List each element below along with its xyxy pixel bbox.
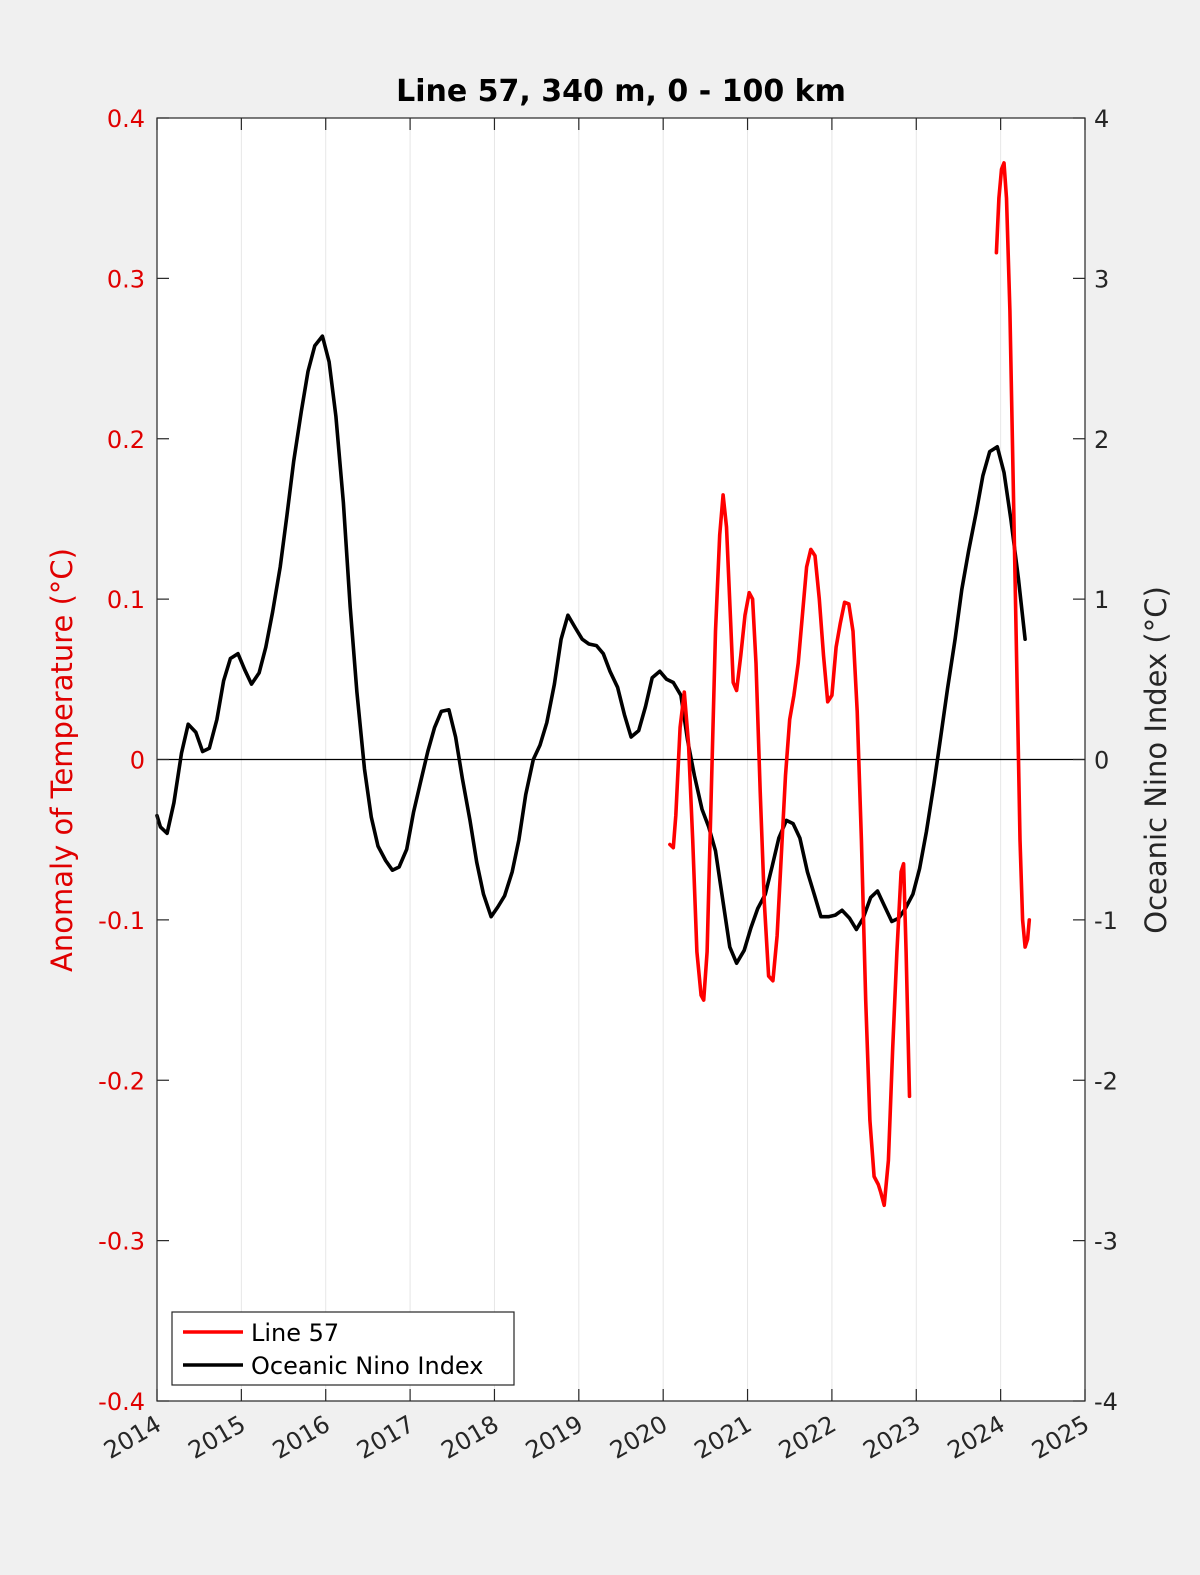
y-left-tick-label: -0.1	[98, 907, 145, 935]
legend-label-oni: Oceanic Nino Index	[251, 1352, 483, 1380]
y-left-tick-label: -0.2	[98, 1067, 145, 1095]
y-right-tick-label: 0	[1094, 747, 1109, 775]
y-left-tick-label: 0.1	[107, 586, 145, 614]
y-right-tick-label: 2	[1094, 426, 1109, 454]
y-left-tick-label: -0.3	[98, 1228, 145, 1256]
y-right-tick-label: -2	[1094, 1067, 1118, 1095]
y-right-tick-label: 1	[1094, 586, 1109, 614]
y-left-tick-label: 0	[130, 747, 145, 775]
chart-title: Line 57, 340 m, 0 - 100 km	[396, 74, 846, 109]
y-right-tick-label: -1	[1094, 907, 1118, 935]
tick-marks	[156, 117, 1086, 1402]
legend-box	[171, 1311, 515, 1386]
y-left-tick-label: 0.4	[107, 105, 145, 133]
y-right-tick-label: -3	[1094, 1228, 1118, 1256]
series-line-57-path-0	[668, 493, 912, 1208]
y-axis-left-label: Anomaly of Temperature (°C)	[45, 548, 79, 972]
series-layer	[155, 161, 1032, 1208]
y-left-tick-label: 0.3	[107, 265, 145, 293]
series-oni-path-0	[155, 334, 1027, 966]
y-left-tick-label: -0.4	[98, 1388, 145, 1416]
y-right-tick-label: -4	[1094, 1388, 1118, 1416]
y-axis-right-label: Oceanic Nino Index (°C)	[1139, 586, 1173, 934]
legend-label-line-57: Line 57	[251, 1319, 339, 1347]
y-left-tick-label: 0.2	[107, 426, 145, 454]
y-right-tick-label: 4	[1094, 105, 1109, 133]
series-line-57-path-1	[994, 161, 1032, 949]
tick-labels: 2014 2015 2016 2017 2018 2019 2020 2021 2022 2023…	[98, 105, 1118, 1465]
y-right-tick-label: 3	[1094, 265, 1109, 293]
legend: Line 57 Oceanic Nino Index	[171, 1311, 515, 1386]
